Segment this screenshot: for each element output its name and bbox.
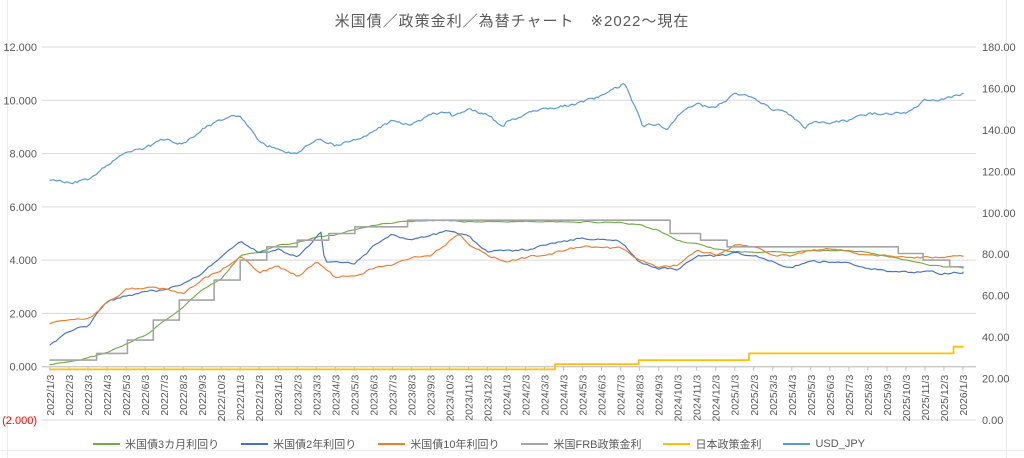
- x-axis-tick-label: 2022/11/3: [235, 375, 247, 421]
- legend-line-swatch: [663, 443, 691, 445]
- x-axis-tick-label: 2022/1/3: [45, 375, 57, 416]
- legend-item: 米国債10年利回り: [378, 436, 499, 452]
- legend-line-swatch: [783, 443, 811, 445]
- right-axis-tick-label: 180.00: [982, 42, 1016, 54]
- chart-legend: 米国債3カ月利回り 米国債2年利回り 米国債10年利回り 米国FRB政策金利 日本政策金…: [0, 436, 958, 452]
- x-axis-tick-label: 2023/2/3: [292, 375, 304, 416]
- x-axis-tick-label: 2024/9/3: [654, 375, 666, 416]
- x-axis-tick-label: 2024/10/3: [673, 375, 685, 422]
- legend-label: 米国FRB政策金利: [553, 439, 642, 451]
- x-axis-tick-label: 2024/11/3: [692, 375, 704, 421]
- x-axis-tick-label: 2024/4/3: [559, 375, 571, 416]
- worksheet-gridline-bottom: [0, 450, 1024, 451]
- legend-label: 米国債3カ月利回り: [124, 439, 220, 451]
- x-axis-tick-label: 2024/8/3: [635, 375, 647, 416]
- right-axis-tick-label: 20.00: [982, 374, 1010, 386]
- x-axis-tick-label: 2023/3/3: [311, 375, 323, 416]
- legend-line-swatch: [521, 443, 549, 445]
- x-axis-tick-label: 2023/8/3: [406, 375, 418, 416]
- x-axis-tick-label: 2023/12/3: [482, 375, 494, 422]
- x-axis-tick-label: 2023/9/3: [425, 375, 437, 416]
- x-axis-tick-label: 2025/2/3: [749, 375, 761, 416]
- x-axis-tick-label: 2025/7/3: [844, 375, 856, 416]
- x-axis-tick-label: 2022/9/3: [197, 375, 209, 416]
- x-axis-tick-label: 2024/2/3: [521, 375, 533, 416]
- legend-item: 日本政策金利: [663, 436, 761, 452]
- x-axis-tick-label: 2025/1/3: [730, 375, 742, 416]
- left-axis-tick-label: 8.000: [9, 149, 37, 161]
- x-axis-tick-label: 2022/5/3: [121, 375, 133, 416]
- legend-label: 米国債2年利回り: [273, 439, 357, 451]
- left-axis-tick-label: 6.000: [9, 202, 37, 214]
- series-line: [49, 219, 964, 366]
- legend-item: USD_JPY: [783, 438, 865, 450]
- x-axis-tick-label: 2023/6/3: [368, 375, 380, 416]
- right-axis-tick-label: 160.00: [982, 83, 1016, 95]
- x-axis-tick-label: 2025/11/3: [920, 375, 932, 421]
- left-axis-tick-label: 0.000: [9, 362, 37, 374]
- legend-line-swatch: [241, 443, 269, 445]
- x-axis-tick-label: 2025/4/3: [787, 375, 799, 416]
- x-axis-tick-label: 2022/10/3: [216, 375, 228, 422]
- x-axis-tick-label: 2025/10/3: [901, 375, 913, 422]
- x-axis-tick-label: 2023/7/3: [387, 375, 399, 416]
- x-axis-tick-label: 2022/4/3: [102, 375, 114, 416]
- legend-label: 日本政策金利: [695, 439, 762, 451]
- legend-item: 米国債3カ月利回り: [92, 436, 220, 452]
- x-axis-tick-label: 2022/2/3: [64, 375, 76, 416]
- left-axis-tick-label: (2.000): [2, 415, 37, 427]
- right-axis-tick-label: 140.00: [982, 125, 1016, 137]
- x-axis-tick-label: 2024/6/3: [597, 375, 609, 416]
- x-axis-tick-label: 2023/4/3: [330, 375, 342, 416]
- x-axis-tick-label: 2025/6/3: [825, 375, 837, 416]
- series-line: [49, 219, 964, 361]
- x-axis-tick-label: 2024/12/3: [711, 375, 723, 422]
- x-axis-tick-label: 2025/3/3: [768, 375, 780, 416]
- legend-line-swatch: [92, 443, 120, 445]
- x-axis-tick-label: 2022/6/3: [140, 375, 152, 416]
- legend-item: 米国債2年利回り: [241, 436, 356, 452]
- x-axis-tick-label: 2025/9/3: [882, 375, 894, 416]
- x-axis-tick-label: 2025/5/3: [806, 375, 818, 416]
- x-axis-tick-label: 2022/8/3: [178, 375, 190, 416]
- x-axis-tick-label: 2026/1/3: [958, 375, 970, 416]
- x-axis-tick-label: 2022/12/3: [254, 375, 266, 422]
- x-axis-tick-label: 2025/12/3: [939, 375, 951, 422]
- right-axis-tick-label: 100.00: [982, 208, 1016, 220]
- x-axis-tick-label: 2023/5/3: [349, 375, 361, 416]
- x-axis-tick-label: 2024/3/3: [540, 375, 552, 416]
- x-axis-tick-label: 2024/7/3: [616, 375, 628, 416]
- right-axis-tick-label: 40.00: [982, 332, 1010, 344]
- x-axis-tick-label: 2022/7/3: [159, 375, 171, 416]
- legend-label: 米国債10年利回り: [410, 439, 500, 451]
- left-axis-tick-label: 10.000: [3, 95, 37, 107]
- left-axis-tick-label: 4.000: [9, 255, 37, 267]
- series-line: [49, 234, 964, 325]
- legend-line-swatch: [378, 443, 406, 445]
- x-axis-tick-label: 2025/8/3: [863, 375, 875, 416]
- x-axis-tick-label: 2022/3/3: [83, 375, 95, 416]
- series-line: [49, 82, 964, 185]
- chart-title: 米国債／政策金利／為替チャート ※2022～現在: [334, 13, 690, 30]
- x-axis-tick-label: 2023/1/3: [273, 375, 285, 416]
- left-axis-tick-label: 12.000: [3, 42, 37, 54]
- worksheet-gridline-left: [7, 0, 8, 458]
- x-axis-tick-label: 2023/11/3: [463, 375, 475, 421]
- right-axis-tick-label: 120.00: [982, 166, 1016, 178]
- right-axis-tick-label: 0.00: [982, 415, 1003, 427]
- x-axis-tick-label: 2024/1/3: [502, 375, 514, 416]
- series-line: [49, 230, 964, 346]
- x-axis-tick-label: 2023/10/3: [444, 375, 456, 422]
- left-axis-tick-label: 2.000: [9, 308, 37, 320]
- legend-item: 米国FRB政策金利: [521, 436, 641, 452]
- worksheet-gridline-right: [1006, 0, 1007, 458]
- right-axis-tick-label: 60.00: [982, 291, 1010, 303]
- legend-label: USD_JPY: [815, 438, 866, 450]
- x-axis-tick-label: 2024/5/3: [578, 375, 590, 416]
- series-line: [49, 345, 964, 371]
- right-axis-tick-label: 80.00: [982, 249, 1010, 261]
